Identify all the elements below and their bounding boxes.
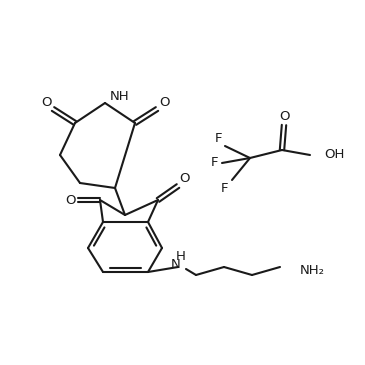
Text: O: O: [159, 96, 169, 108]
Text: O: O: [41, 96, 51, 108]
Text: H: H: [176, 250, 186, 264]
Text: F: F: [221, 181, 229, 195]
Text: F: F: [214, 132, 222, 146]
Text: O: O: [66, 193, 76, 207]
Text: NH: NH: [110, 89, 130, 103]
Text: O: O: [279, 110, 289, 123]
Text: OH: OH: [324, 149, 344, 161]
Text: NH₂: NH₂: [300, 265, 325, 277]
Text: O: O: [180, 173, 190, 185]
Text: F: F: [211, 157, 219, 169]
Text: N: N: [171, 258, 181, 272]
